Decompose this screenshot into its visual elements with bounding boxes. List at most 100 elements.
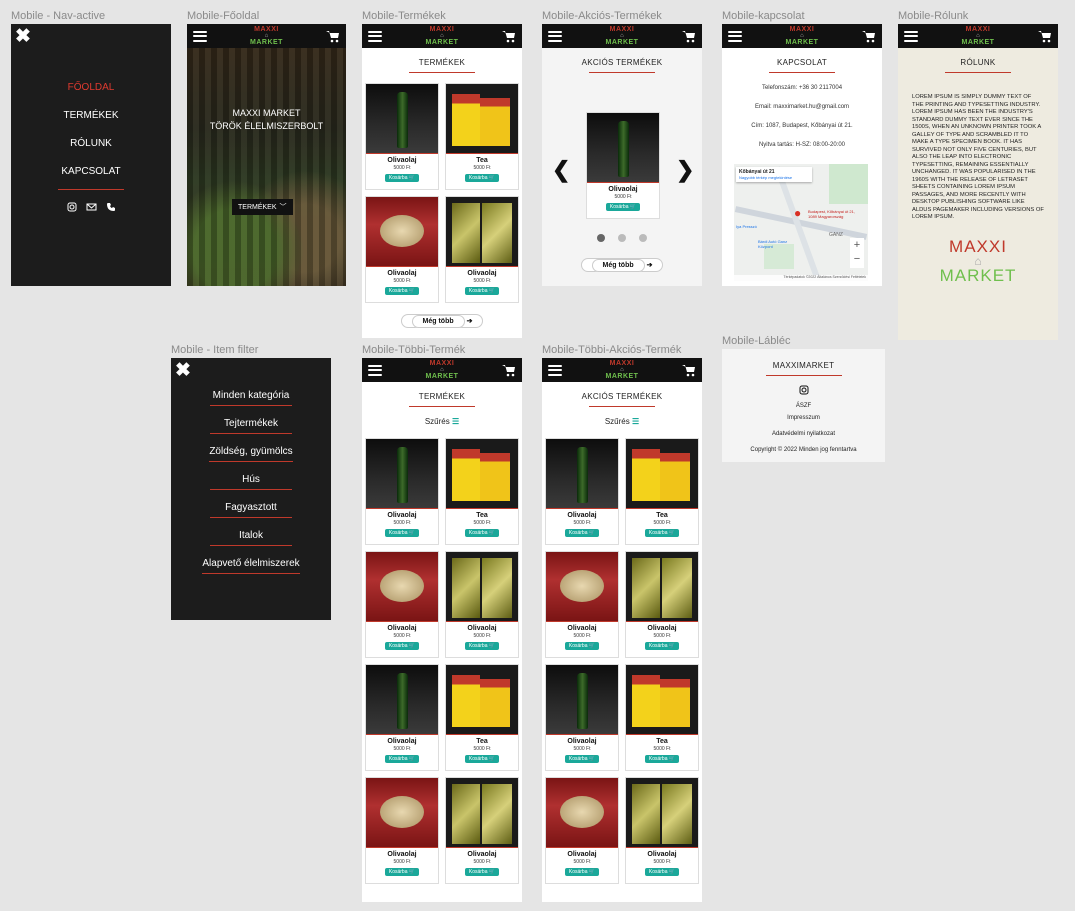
add-to-cart-button[interactable]: Kosárba 🛒: [464, 755, 500, 763]
product-card[interactable]: Olivaolaj 5000 Ft Kosárba 🛒: [545, 777, 619, 884]
product-card[interactable]: Tea 5000 Ft Kosárba 🛒: [445, 664, 519, 771]
add-to-cart-button[interactable]: Kosárba 🛒: [384, 287, 420, 295]
product-card[interactable]: Olivaolaj 5000 Ft Kosárba 🛒: [545, 551, 619, 658]
add-to-cart-button[interactable]: Kosárba 🛒: [384, 529, 420, 537]
mail-icon[interactable]: [86, 202, 97, 212]
add-to-cart-button[interactable]: Kosárba 🛒: [464, 529, 500, 537]
product-card[interactable]: Olivaolaj 5000 Ft Kosárba 🛒: [445, 551, 519, 658]
category-item[interactable]: Zöldség, gyümölcs: [209, 446, 293, 462]
filter-button[interactable]: Szűrés ☰: [424, 417, 460, 426]
product-price: 5000 Ft: [653, 746, 671, 752]
hamburger-icon[interactable]: [548, 364, 562, 376]
add-to-cart-button[interactable]: Kosárba 🛒: [384, 642, 420, 650]
category-item[interactable]: Hús: [210, 474, 292, 490]
product-card[interactable]: Olivaolaj 5000 Ft Kosárba 🛒: [365, 551, 439, 658]
hamburger-icon[interactable]: [368, 30, 382, 42]
carousel-dot[interactable]: [597, 234, 605, 242]
logo[interactable]: MAXXI ⌂ MARKET: [605, 360, 639, 380]
sale-product-card[interactable]: Olivaolaj 5000 Ft Kosárba 🛒: [586, 112, 660, 219]
instagram-icon[interactable]: [722, 382, 885, 400]
nav-item-products[interactable]: TERMÉKEK: [63, 110, 119, 121]
product-card[interactable]: Olivaolaj 5000 Ft Kosárba 🛒: [545, 438, 619, 545]
add-to-cart-button[interactable]: Kosárba 🛒: [564, 868, 600, 876]
carousel-dot[interactable]: [618, 234, 626, 242]
filter-button[interactable]: Szűrés ☰: [604, 417, 640, 426]
product-card[interactable]: Olivaolaj 5000 Ft Kosárba 🛒: [445, 777, 519, 884]
nav-item-home[interactable]: FŐOLDAL: [67, 82, 115, 93]
cart-icon[interactable]: [861, 30, 876, 43]
add-to-cart-button[interactable]: Kosárba 🛒: [644, 755, 680, 763]
hero-products-button[interactable]: TERMÉKEK ﹀: [232, 199, 293, 215]
add-to-cart-button[interactable]: Kosárba 🛒: [605, 203, 641, 211]
add-to-cart-button[interactable]: Kosárba 🛒: [564, 642, 600, 650]
logo[interactable]: MAXXI ⌂ MARKET: [425, 360, 459, 380]
product-card[interactable]: Olivaolaj 5000 Ft Kosárba 🛒: [445, 196, 519, 303]
hamburger-icon[interactable]: [904, 30, 918, 42]
logo[interactable]: MAXXI ⌂ MARKET: [250, 26, 283, 46]
product-image: [366, 84, 438, 154]
add-to-cart-button[interactable]: Kosárba 🛒: [564, 529, 600, 537]
logo[interactable]: MAXXI ⌂ MARKET: [425, 26, 459, 46]
more-button[interactable]: Még több ➔: [362, 314, 522, 328]
category-item[interactable]: Fagyasztott: [210, 502, 292, 518]
add-to-cart-button[interactable]: Kosárba 🛒: [564, 755, 600, 763]
nav-item-about[interactable]: RÓLUNK: [70, 138, 112, 149]
product-card[interactable]: Olivaolaj 5000 Ft Kosárba 🛒: [545, 664, 619, 771]
carousel-dot[interactable]: [639, 234, 647, 242]
product-card[interactable]: Olivaolaj 5000 Ft Kosárba 🛒: [625, 551, 699, 658]
chevron-right-icon[interactable]: ❯: [676, 157, 695, 182]
add-to-cart-button[interactable]: Kosárba 🛒: [644, 868, 680, 876]
chevron-left-icon[interactable]: ❮: [552, 157, 571, 182]
cart-icon[interactable]: [501, 364, 516, 377]
add-to-cart-button[interactable]: Kosárba 🛒: [644, 529, 680, 537]
cart-icon[interactable]: [681, 364, 696, 377]
hamburger-icon[interactable]: [193, 30, 207, 42]
footer-link-aszf[interactable]: ÁSZF: [795, 403, 812, 409]
map-zoom-controls[interactable]: + −: [850, 238, 864, 268]
hamburger-icon[interactable]: [368, 364, 382, 376]
product-card[interactable]: Olivaolaj 5000 Ft Kosárba 🛒: [365, 664, 439, 771]
product-card[interactable]: Olivaolaj 5000 Ft Kosárba 🛒: [365, 83, 439, 190]
product-card[interactable]: Tea 5000 Ft Kosárba 🛒: [625, 664, 699, 771]
category-item[interactable]: Italok: [210, 530, 292, 546]
product-card[interactable]: Olivaolaj 5000 Ft Kosárba 🛒: [365, 196, 439, 303]
add-to-cart-button[interactable]: Kosárba 🛒: [464, 174, 500, 182]
hamburger-icon[interactable]: [548, 30, 562, 42]
cart-icon[interactable]: [501, 30, 516, 43]
footer-link-privacy[interactable]: Adatvédelmi nyilatkozat: [771, 431, 836, 437]
logo[interactable]: MAXXI ⌂ MARKET: [605, 26, 639, 46]
close-icon[interactable]: ✖: [15, 26, 31, 47]
product-name: Tea: [476, 738, 488, 745]
add-to-cart-button[interactable]: Kosárba 🛒: [644, 642, 680, 650]
cart-icon[interactable]: [681, 30, 696, 43]
phone-icon[interactable]: [106, 202, 116, 212]
add-to-cart-button[interactable]: Kosárba 🛒: [384, 755, 420, 763]
instagram-icon[interactable]: [67, 202, 77, 212]
category-item[interactable]: Alapvető élelmiszerek: [202, 558, 300, 574]
logo[interactable]: MAXXI ⌂ MARKET: [785, 26, 819, 46]
product-card[interactable]: Olivaolaj 5000 Ft Kosárba 🛒: [365, 438, 439, 545]
category-item[interactable]: Tejtermékek: [210, 418, 292, 434]
cart-icon[interactable]: [325, 30, 340, 43]
product-card[interactable]: Tea 5000 Ft Kosárba 🛒: [445, 438, 519, 545]
product-card[interactable]: Tea 5000 Ft Kosárba 🛒: [625, 438, 699, 545]
add-to-cart-button[interactable]: Kosárba 🛒: [464, 642, 500, 650]
logo[interactable]: MAXXI ⌂ MARKET: [961, 26, 995, 46]
cart-icon[interactable]: [1037, 30, 1052, 43]
product-card[interactable]: Olivaolaj 5000 Ft Kosárba 🛒: [365, 777, 439, 884]
product-price: 5000 Ft: [573, 520, 591, 526]
map[interactable]: Kőbányai út 21 Nagyobb térkép megtekinté…: [734, 164, 868, 281]
add-to-cart-button[interactable]: Kosárba 🛒: [384, 868, 420, 876]
nav-item-contact[interactable]: KAPCSOLAT: [61, 166, 121, 177]
category-item[interactable]: Minden kategória: [210, 390, 292, 406]
hamburger-icon[interactable]: [728, 30, 742, 42]
product-card[interactable]: Tea 5000 Ft Kosárba 🛒: [445, 83, 519, 190]
more-button[interactable]: Még több ➔: [542, 258, 702, 272]
add-to-cart-button[interactable]: Kosárba 🛒: [464, 287, 500, 295]
product-card[interactable]: Olivaolaj 5000 Ft Kosárba 🛒: [625, 777, 699, 884]
add-to-cart-button[interactable]: Kosárba 🛒: [384, 174, 420, 182]
add-to-cart-button[interactable]: Kosárba 🛒: [464, 868, 500, 876]
close-icon[interactable]: ✖: [175, 360, 191, 381]
map-link[interactable]: Nagyobb térkép megtekintése: [739, 175, 793, 180]
footer-link-impresszum[interactable]: Impresszum: [787, 415, 820, 421]
